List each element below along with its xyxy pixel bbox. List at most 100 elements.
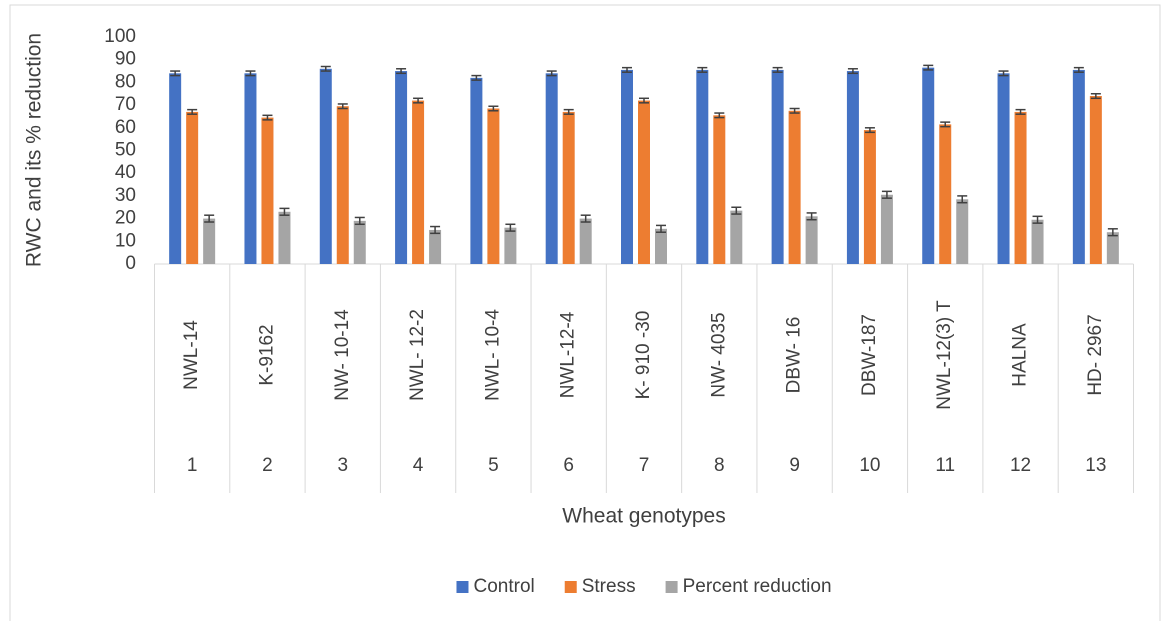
y-tick-label: 60 [115,117,136,138]
error-bar [940,121,951,128]
y-tick-label: 10 [115,230,136,251]
bar [186,111,199,264]
bar [278,211,291,264]
bar [621,69,633,264]
group-label: 3 [337,455,348,476]
bar [1089,96,1102,265]
bar [863,130,876,264]
x-tick-label: HD- 2967 [1085,314,1106,395]
y-tick-label: 80 [115,71,136,92]
x-tick-label: NWL- 10-4 [482,309,503,401]
group-label: 5 [488,455,499,476]
bar [805,216,818,264]
bar [1072,69,1085,264]
x-tick-label: K- 910 -30 [633,311,654,400]
bar [487,108,500,264]
error-bar [1032,215,1043,224]
bar [638,100,650,264]
error-bar [714,112,725,119]
x-tick-label: DBW-187 [859,314,880,396]
error-bar [580,214,591,223]
x-tick-label: NW- 10-14 [332,309,353,401]
error-bar [413,97,424,104]
error-bar [279,207,290,216]
error-bar [187,108,198,115]
y-tick-label: 50 [115,140,136,161]
bar [336,106,349,264]
bar [922,67,935,265]
group-label: 13 [1085,455,1106,476]
error-bar [320,65,331,72]
error-bar [396,68,407,75]
error-bar [806,212,817,221]
bar [997,73,1010,264]
error-bar [847,68,858,75]
bar [1014,111,1027,264]
error-bar [957,195,968,204]
error-bar [1107,228,1118,237]
x-axis-title: Wheat genotypes [562,505,725,528]
error-bar [354,216,365,226]
bar [169,73,182,264]
bar [788,110,801,265]
legend-swatch [564,581,577,593]
bar [319,68,332,264]
bar [956,199,969,264]
error-bar [864,127,875,134]
legend-label: Percent reduction [683,576,832,597]
bar [880,194,893,264]
x-tick-label: NWL-12-4 [558,311,579,398]
error-bar [731,206,742,215]
error-bar [697,66,708,73]
group-label: 11 [935,455,955,476]
error-bar [170,70,181,77]
bar [939,124,952,265]
group-label: 7 [639,455,650,476]
group-label: 9 [789,455,800,476]
bar [429,229,442,264]
error-bar [430,225,441,235]
error-bar [639,97,649,104]
bar [470,77,483,264]
bar [1031,219,1044,264]
bar [261,117,274,265]
y-tick-label: 40 [115,162,136,183]
error-bar [772,66,783,73]
error-bar [923,64,934,71]
bar [655,228,667,264]
bar [1106,232,1119,264]
legend-label: Control [473,576,534,597]
group-label: 10 [859,455,880,476]
group-label: 4 [413,455,424,476]
bar [395,71,408,264]
bar [846,71,859,264]
error-bar [789,107,800,114]
group-label: 6 [563,455,574,476]
x-tick-label: NWL-12(3) T [934,300,955,410]
bar [353,220,366,264]
error-bar [1015,108,1026,115]
bar [504,227,517,264]
error-bar [998,70,1009,77]
error-bar [471,74,482,81]
error-bar [505,223,516,232]
chart-frame [9,4,1161,621]
group-label: 8 [714,455,725,476]
x-tick-label: DBW- 16 [784,317,805,394]
bar [412,100,425,264]
x-tick-label: NWL- 12-2 [407,309,428,401]
bar [713,115,726,264]
bar [696,69,709,264]
legend-swatch [456,581,469,593]
error-bar [1090,93,1101,100]
y-axis-title: RWC and its % reduction [23,33,46,267]
error-bar [262,114,273,121]
legend-swatch [665,581,678,593]
y-tick-label: 90 [115,49,136,70]
bar [562,111,575,264]
error-bar [1073,66,1084,73]
error-bar [563,108,574,115]
y-tick-label: 0 [125,253,136,274]
error-bar [245,70,256,77]
